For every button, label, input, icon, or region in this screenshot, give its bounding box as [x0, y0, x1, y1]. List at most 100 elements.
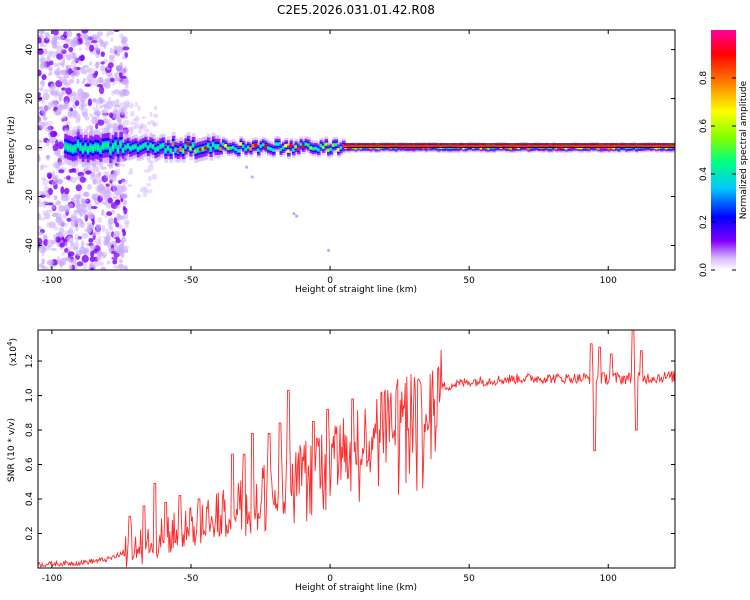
spectrogram-scatter-blob	[113, 89, 121, 95]
spectrogram-scatter-blob	[102, 82, 107, 87]
spectrogram-scatter-blob	[98, 86, 105, 95]
spectrogram-scatter-blob	[129, 167, 134, 174]
spectrogram-band-cell	[244, 148, 249, 151]
spectrogram-scatter-blob	[98, 98, 106, 104]
spectrogram-band-cell	[211, 142, 216, 147]
y-tick-label: 1.2	[25, 354, 35, 368]
snr-y-label: SNR (10 * v/v)	[7, 418, 17, 482]
spectrogram-scatter-blob	[46, 172, 53, 179]
spectrogram-scatter-blob	[95, 223, 102, 230]
spectrogram-scatter-blob	[58, 94, 63, 102]
spectrogram-scatter-blob	[83, 192, 89, 197]
spectrogram-scatter-blob	[116, 46, 124, 54]
spectrogram-band-cell	[477, 146, 481, 148]
spectrogram-scatter-blob	[44, 48, 48, 55]
spectrogram-scatter-blob	[67, 251, 75, 257]
spectrogram-scatter-blob	[54, 68, 62, 76]
spectrogram-scatter-blob	[84, 35, 91, 44]
spectrogram-scatter-blob	[83, 211, 87, 220]
spectrogram-scatter-blob	[47, 66, 53, 71]
spectrogram-scatter-blob	[109, 37, 114, 43]
colorbar-tick-label: 0.4	[699, 167, 709, 182]
colorbar: 0.0 0.2 0.4 0.6 0.8 Normalized spectral ampl…	[699, 30, 749, 277]
spectrogram-band-cell	[384, 146, 389, 148]
spectrogram-band-cell	[246, 146, 251, 149]
spectrogram-scatter-blob	[38, 107, 42, 111]
spectrogram-scatter-blob	[126, 102, 130, 106]
spectrogram-scatter-blob	[149, 111, 153, 117]
spectrogram-scatter-blob	[56, 62, 60, 70]
spectrogram-scatter-blob	[46, 221, 51, 228]
spectrogram-scatter-blob	[62, 213, 68, 219]
spectrogram-scatter-blob	[58, 169, 65, 174]
spectrogram-scatter-blob	[129, 121, 137, 126]
spectrogram-scatter-blob	[56, 53, 63, 60]
spectrogram-scatter-blob	[122, 249, 129, 254]
spectrogram-band-cell	[497, 146, 501, 148]
spectrogram-scatter-blob	[60, 251, 66, 256]
spectrogram-scatter-blob	[85, 45, 90, 51]
spectrogram-band-cell	[214, 145, 219, 149]
spectrogram-band-cell	[632, 146, 637, 148]
spectrogram-scatter-blob	[119, 258, 123, 264]
spectrogram-band-cell	[467, 146, 471, 148]
spectrogram-scatter-blob	[84, 116, 90, 121]
spectrogram-band-cell	[231, 146, 236, 149]
spectrogram-scatter-blob	[97, 235, 102, 242]
spectrogram-band-cell	[81, 147, 86, 153]
spectrogram-scatter-blob	[78, 105, 85, 111]
x-tick-label: 0	[327, 574, 333, 584]
spectrogram-scatter-blob	[102, 113, 108, 119]
spectrogram-scatter-blob	[113, 104, 121, 108]
spectrogram-scatter-blob	[121, 178, 129, 185]
spectrogram-scatter-blob	[107, 97, 112, 101]
spectrogram-scatter-blob	[72, 126, 78, 133]
spectrogram-scatter-blob	[118, 180, 123, 184]
spectrogram-scatter-blob	[101, 267, 106, 270]
spectrogram-band-cell	[149, 143, 153, 148]
spectrogram-scatter-blob	[68, 264, 73, 270]
spectrogram-scatter-blob	[94, 62, 100, 69]
spectrogram-scatter-blob	[61, 87, 67, 91]
spectrogram-scatter-blob	[57, 36, 65, 41]
spectrogram-scatter-blob	[109, 112, 114, 119]
spectrogram-scatter-blob	[38, 116, 42, 124]
spectrogram-scatter-blob	[75, 203, 81, 208]
spectrogram-band-cell	[624, 147, 629, 149]
spectrogram-scatter-blob	[66, 235, 74, 243]
spectrogram-scatter-blob	[39, 262, 44, 269]
colorbar-tick-label: 0.6	[699, 119, 709, 134]
snr-y-ticks: 0.2 0.4 0.6 0.8 1.0 1.2	[25, 354, 675, 541]
spectrogram-scatter-blob	[108, 194, 115, 198]
spectrogram-scatter-blob	[101, 191, 109, 197]
spectrogram-scatter-blob	[65, 87, 73, 95]
spectrogram-scatter-blob	[134, 101, 138, 108]
spectrogram-scatter-blob	[56, 149, 61, 158]
spectrogram-scatter-blob	[112, 189, 117, 196]
spectrogram-band-cell	[266, 146, 271, 150]
spectrogram-scatter-blob	[63, 72, 70, 79]
spectrogram-scatter-blob	[132, 126, 138, 130]
spectrogram-scatter-blob	[47, 125, 54, 131]
spectrogram-scatter-blob	[118, 106, 122, 113]
spectrogram-scatter-blob	[62, 230, 70, 235]
spectrogram-scatter-blob	[89, 61, 93, 66]
spectrogram-scatter-blob	[39, 30, 44, 37]
spectrogram-scatter-blob	[41, 74, 47, 80]
spectrogram-band-cell	[241, 145, 246, 148]
spectrogram-scatter-blob	[97, 217, 102, 224]
spectrogram-scatter-blob	[103, 106, 111, 111]
spectrogram-scatter-blob	[245, 165, 249, 169]
spectrogram-scatter-blob	[64, 103, 68, 108]
spectrogram-scatter-blob	[68, 46, 74, 53]
spectrogram-scatter-blob	[53, 234, 57, 240]
snr-panel: -100 -50 0 50 100 0.2 0.4 0.6 0.8 1.0 1.2 Height …	[6, 329, 676, 593]
spectrogram-scatter-blob	[74, 100, 80, 107]
spectrogram-scatter-blob	[129, 110, 135, 118]
spectrogram-scatter-blob	[52, 40, 57, 49]
spectrogram-band-cell	[191, 143, 196, 147]
spectrogram-scatter-blob	[90, 205, 98, 210]
y-tick-label: 0.2	[25, 526, 35, 540]
spectrogram-scatter-blob	[103, 43, 107, 49]
spectrogram-scatter-blob	[64, 100, 70, 107]
